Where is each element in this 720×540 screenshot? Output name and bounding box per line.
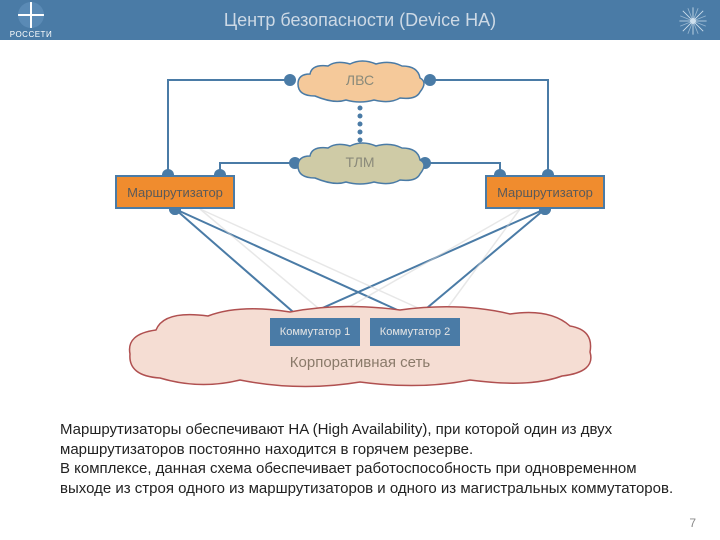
- header-title: Центр безопасности (Device HA): [224, 10, 496, 31]
- cloud-lvs-label: ЛВС: [290, 72, 430, 88]
- page-number: 7: [689, 516, 696, 530]
- switch-left-label: Коммутатор 1: [280, 327, 350, 338]
- cloud-tlm-label: ТЛМ: [290, 154, 430, 170]
- switch-right: Коммутатор 2: [370, 318, 460, 346]
- cloud-tlm: ТЛМ: [290, 140, 430, 186]
- router-left-label: Маршрутизатор: [127, 186, 223, 199]
- body-text: Маршрутизаторы обеспечивают HA (High Ava…: [60, 420, 680, 498]
- cloud-corporate-label: Корпоративная сеть: [120, 354, 600, 371]
- cloud-lvs: ЛВС: [290, 58, 430, 104]
- logo-right-icon: [676, 4, 710, 38]
- diagram-area: ЛВС ТЛМ Маршрутизатор Маршрутизатор Корп…: [0, 40, 720, 400]
- rosseti-icon: [18, 2, 44, 28]
- switch-right-label: Коммутатор 2: [380, 327, 450, 338]
- body-p1: Маршрутизаторы обеспечивают HA (High Ava…: [60, 421, 612, 458]
- cloud-corporate: Корпоративная сеть: [120, 300, 600, 390]
- body-p2: В комплексе, данная схема обеспечивает р…: [60, 460, 673, 497]
- rosseti-text: РОССЕТИ: [10, 30, 52, 39]
- router-right: Маршрутизатор: [485, 175, 605, 209]
- header-bar: Центр безопасности (Device HA): [0, 0, 720, 40]
- router-left: Маршрутизатор: [115, 175, 235, 209]
- router-right-label: Маршрутизатор: [497, 186, 593, 199]
- switch-left: Коммутатор 1: [270, 318, 360, 346]
